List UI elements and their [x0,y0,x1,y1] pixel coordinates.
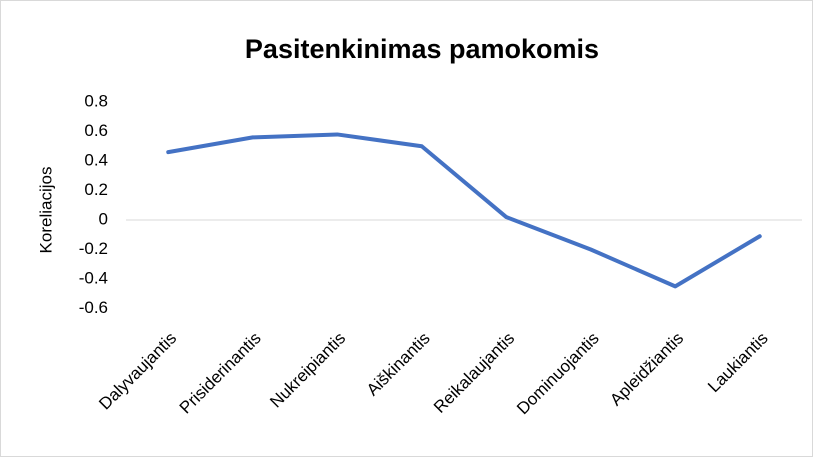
chart-title: Pasitenkinimas pamokomis [245,34,599,64]
y-tick-label: 0 [99,209,108,228]
y-tick-label: -0.4 [79,268,108,287]
y-tick-label: -0.2 [79,239,108,258]
y-tick-label: 0.6 [84,121,108,140]
y-tick-label: 0.4 [84,150,108,169]
y-tick-label: 0.8 [84,91,108,110]
y-axis-label: Koreliacijos [36,167,55,254]
data-line [166,132,762,289]
y-tick-label: -0.6 [79,298,108,317]
y-tick-label: 0.2 [84,180,108,199]
